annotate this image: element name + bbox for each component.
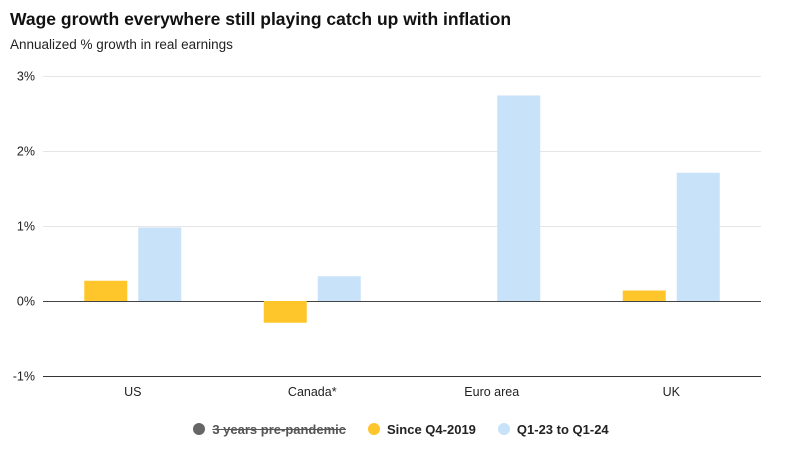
legend-label-2: Q1-23 to Q1-24: [516, 421, 609, 437]
y-tick-label-0: 3%: [17, 70, 35, 84]
legend-swatch-1: [368, 423, 381, 435]
legend-label-0: 3 years pre-pandemic: [212, 421, 347, 437]
legend-swatch-2: [497, 423, 510, 435]
bar-2-3[interactable]: [676, 172, 720, 301]
y-tick-label-2: 1%: [17, 220, 35, 234]
legend-swatch-0: [193, 423, 206, 435]
x-tick-label-1: Canada*: [288, 385, 337, 399]
bars: [84, 95, 720, 323]
legend-label-1: Since Q4-2019: [387, 421, 476, 437]
x-tick-label-3: UK: [663, 385, 681, 399]
bar-2-2[interactable]: [497, 95, 541, 302]
y-tick-label-3: 0%: [17, 295, 35, 309]
bar-2-1[interactable]: [317, 276, 361, 301]
bar-1-1[interactable]: [263, 301, 307, 323]
legend: 3 years pre-pandemic Since Q4-2019 Q1-23 t…: [0, 418, 802, 440]
y-axis-ticks: 3% 2% 1% 0% -1%: [13, 70, 35, 384]
chart-subtitle: Annualized % growth in real earnings: [10, 37, 233, 52]
bar-chart: 3% 2% 1% 0% -1% US Canada* Euro area UK: [13, 70, 761, 399]
x-tick-label-2: Euro area: [464, 385, 519, 399]
bar-2-0[interactable]: [138, 227, 182, 302]
y-tick-label-1: 2%: [17, 145, 35, 159]
x-tick-label-0: US: [124, 385, 141, 399]
bar-1-0[interactable]: [84, 280, 128, 301]
legend-item-0[interactable]: 3 years pre-pandemic: [193, 422, 346, 437]
bar-1-3[interactable]: [622, 290, 666, 302]
chart-title: Wage growth everywhere still playing cat…: [10, 9, 512, 29]
y-tick-label-4: -1%: [13, 370, 35, 384]
x-axis-labels: US Canada* Euro area UK: [124, 385, 681, 399]
legend-item-2[interactable]: Q1-23 to Q1-24: [497, 421, 609, 437]
grid-lines: [43, 76, 761, 377]
legend-item-1[interactable]: Since Q4-2019: [368, 422, 476, 437]
